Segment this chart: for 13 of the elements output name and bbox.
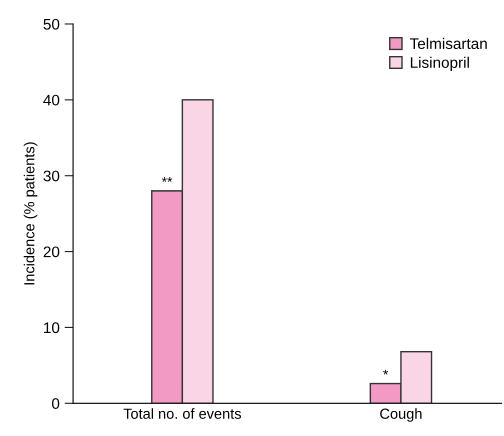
- y-tick-label: 20: [44, 246, 60, 258]
- annotation: **: [162, 177, 172, 182]
- y-tick-label: 0: [52, 398, 60, 409]
- legend-label: Lisinopril: [410, 56, 469, 71]
- y-axis-title: Incidence (% patients): [24, 142, 38, 284]
- y-tick-label: 50: [44, 18, 60, 30]
- x-tick-label: Total no. of events: [124, 408, 242, 419]
- annotation: *: [383, 370, 388, 375]
- y-tick-label: 40: [43, 94, 60, 106]
- legend-label: Telmisartan: [410, 38, 487, 50]
- y-tick-label: 10: [44, 322, 60, 334]
- x-tick-label: Cough: [380, 408, 422, 422]
- y-tick-label: 30: [43, 170, 60, 182]
